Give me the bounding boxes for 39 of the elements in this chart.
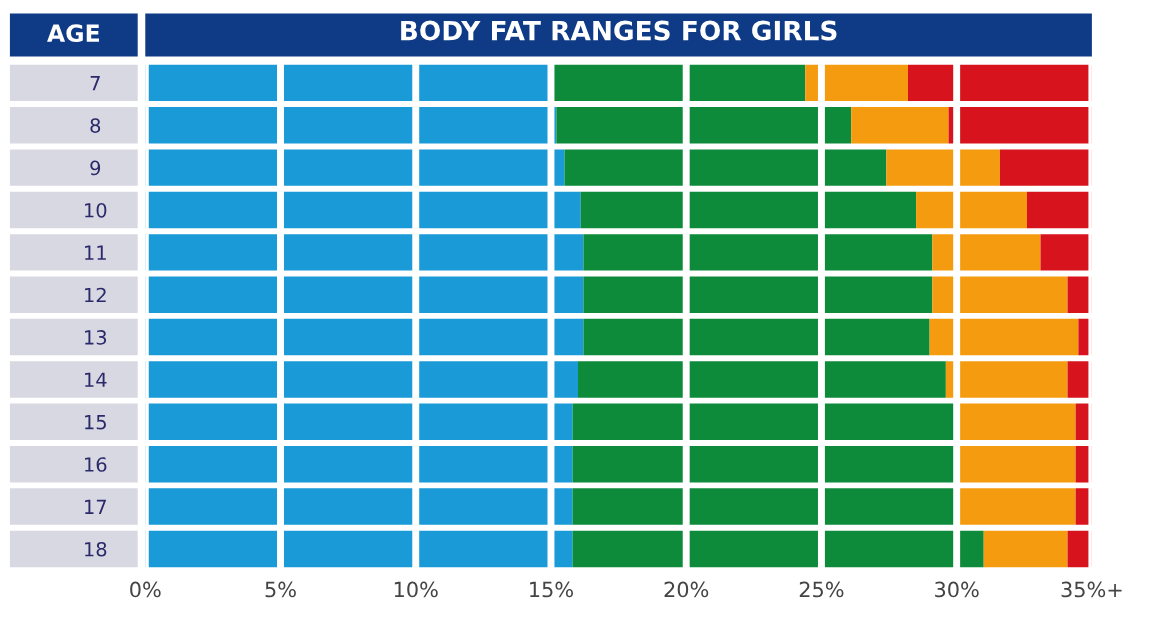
x-tick-label: 20%: [664, 581, 709, 598]
x-tick-label: 5%: [265, 581, 296, 598]
bar: [945, 361, 1068, 398]
y-tick-label: 13: [85, 330, 107, 345]
bar: [805, 64, 908, 102]
y-tick-label: 8: [90, 118, 101, 133]
x-tick-label: 25%: [799, 581, 844, 598]
x-tick-label: 35%+: [1061, 581, 1122, 598]
y-tick-label: 10: [85, 202, 107, 218]
x-tick-label: 15%: [530, 581, 573, 598]
chart-title: BODY FAT RANGES FOR GIRLS: [401, 20, 837, 41]
bar: [578, 361, 946, 398]
bar: [932, 276, 1068, 313]
y-tick-label: 9: [90, 160, 101, 176]
y-tick-label: 18: [85, 541, 107, 557]
y-tick-label: 17: [85, 499, 106, 514]
y-tick-label: 16: [85, 457, 107, 472]
x-tick-label: 30%: [935, 581, 979, 598]
bar: [851, 107, 949, 144]
y-tick-label: 12: [85, 287, 106, 303]
bar: [583, 276, 933, 313]
bar: [886, 149, 1000, 186]
y-tick-label: 14: [85, 372, 107, 387]
bar: [580, 191, 917, 229]
bar: [583, 318, 930, 356]
y-axis-title: AGE: [47, 24, 99, 43]
bar: [983, 530, 1068, 568]
y-tick-label: 15: [85, 415, 106, 430]
bar: [572, 530, 984, 568]
bar: [583, 234, 933, 271]
y-tick-label: 11: [85, 245, 106, 260]
y-tick-label: 7: [90, 76, 100, 91]
bar: [932, 234, 1041, 271]
x-tick-label: 10%: [394, 581, 438, 598]
bar: [929, 318, 1079, 356]
bar: [556, 107, 852, 144]
x-tick-label: 0%: [130, 581, 161, 598]
bar: [564, 149, 887, 186]
bar: [916, 191, 1027, 229]
